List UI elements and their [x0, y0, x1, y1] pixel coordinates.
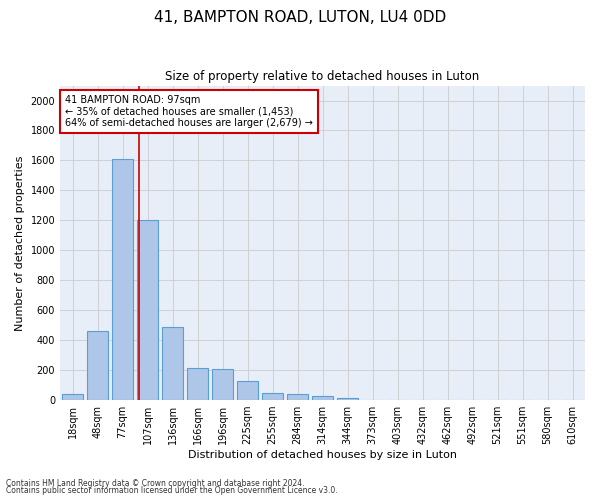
Bar — [287, 394, 308, 400]
Bar — [62, 394, 83, 400]
Bar — [312, 396, 333, 400]
Text: Contains HM Land Registry data © Crown copyright and database right 2024.: Contains HM Land Registry data © Crown c… — [6, 478, 305, 488]
Title: Size of property relative to detached houses in Luton: Size of property relative to detached ho… — [166, 70, 479, 83]
Bar — [237, 380, 258, 400]
X-axis label: Distribution of detached houses by size in Luton: Distribution of detached houses by size … — [188, 450, 457, 460]
Text: Contains public sector information licensed under the Open Government Licence v3: Contains public sector information licen… — [6, 486, 338, 495]
Y-axis label: Number of detached properties: Number of detached properties — [15, 155, 25, 330]
Bar — [212, 368, 233, 400]
Bar — [162, 326, 183, 400]
Text: 41, BAMPTON ROAD, LUTON, LU4 0DD: 41, BAMPTON ROAD, LUTON, LU4 0DD — [154, 10, 446, 25]
Text: 41 BAMPTON ROAD: 97sqm
← 35% of detached houses are smaller (1,453)
64% of semi-: 41 BAMPTON ROAD: 97sqm ← 35% of detached… — [65, 95, 313, 128]
Bar — [262, 392, 283, 400]
Bar — [112, 159, 133, 400]
Bar — [87, 331, 108, 400]
Bar — [137, 220, 158, 400]
Bar — [187, 368, 208, 400]
Bar — [337, 398, 358, 400]
